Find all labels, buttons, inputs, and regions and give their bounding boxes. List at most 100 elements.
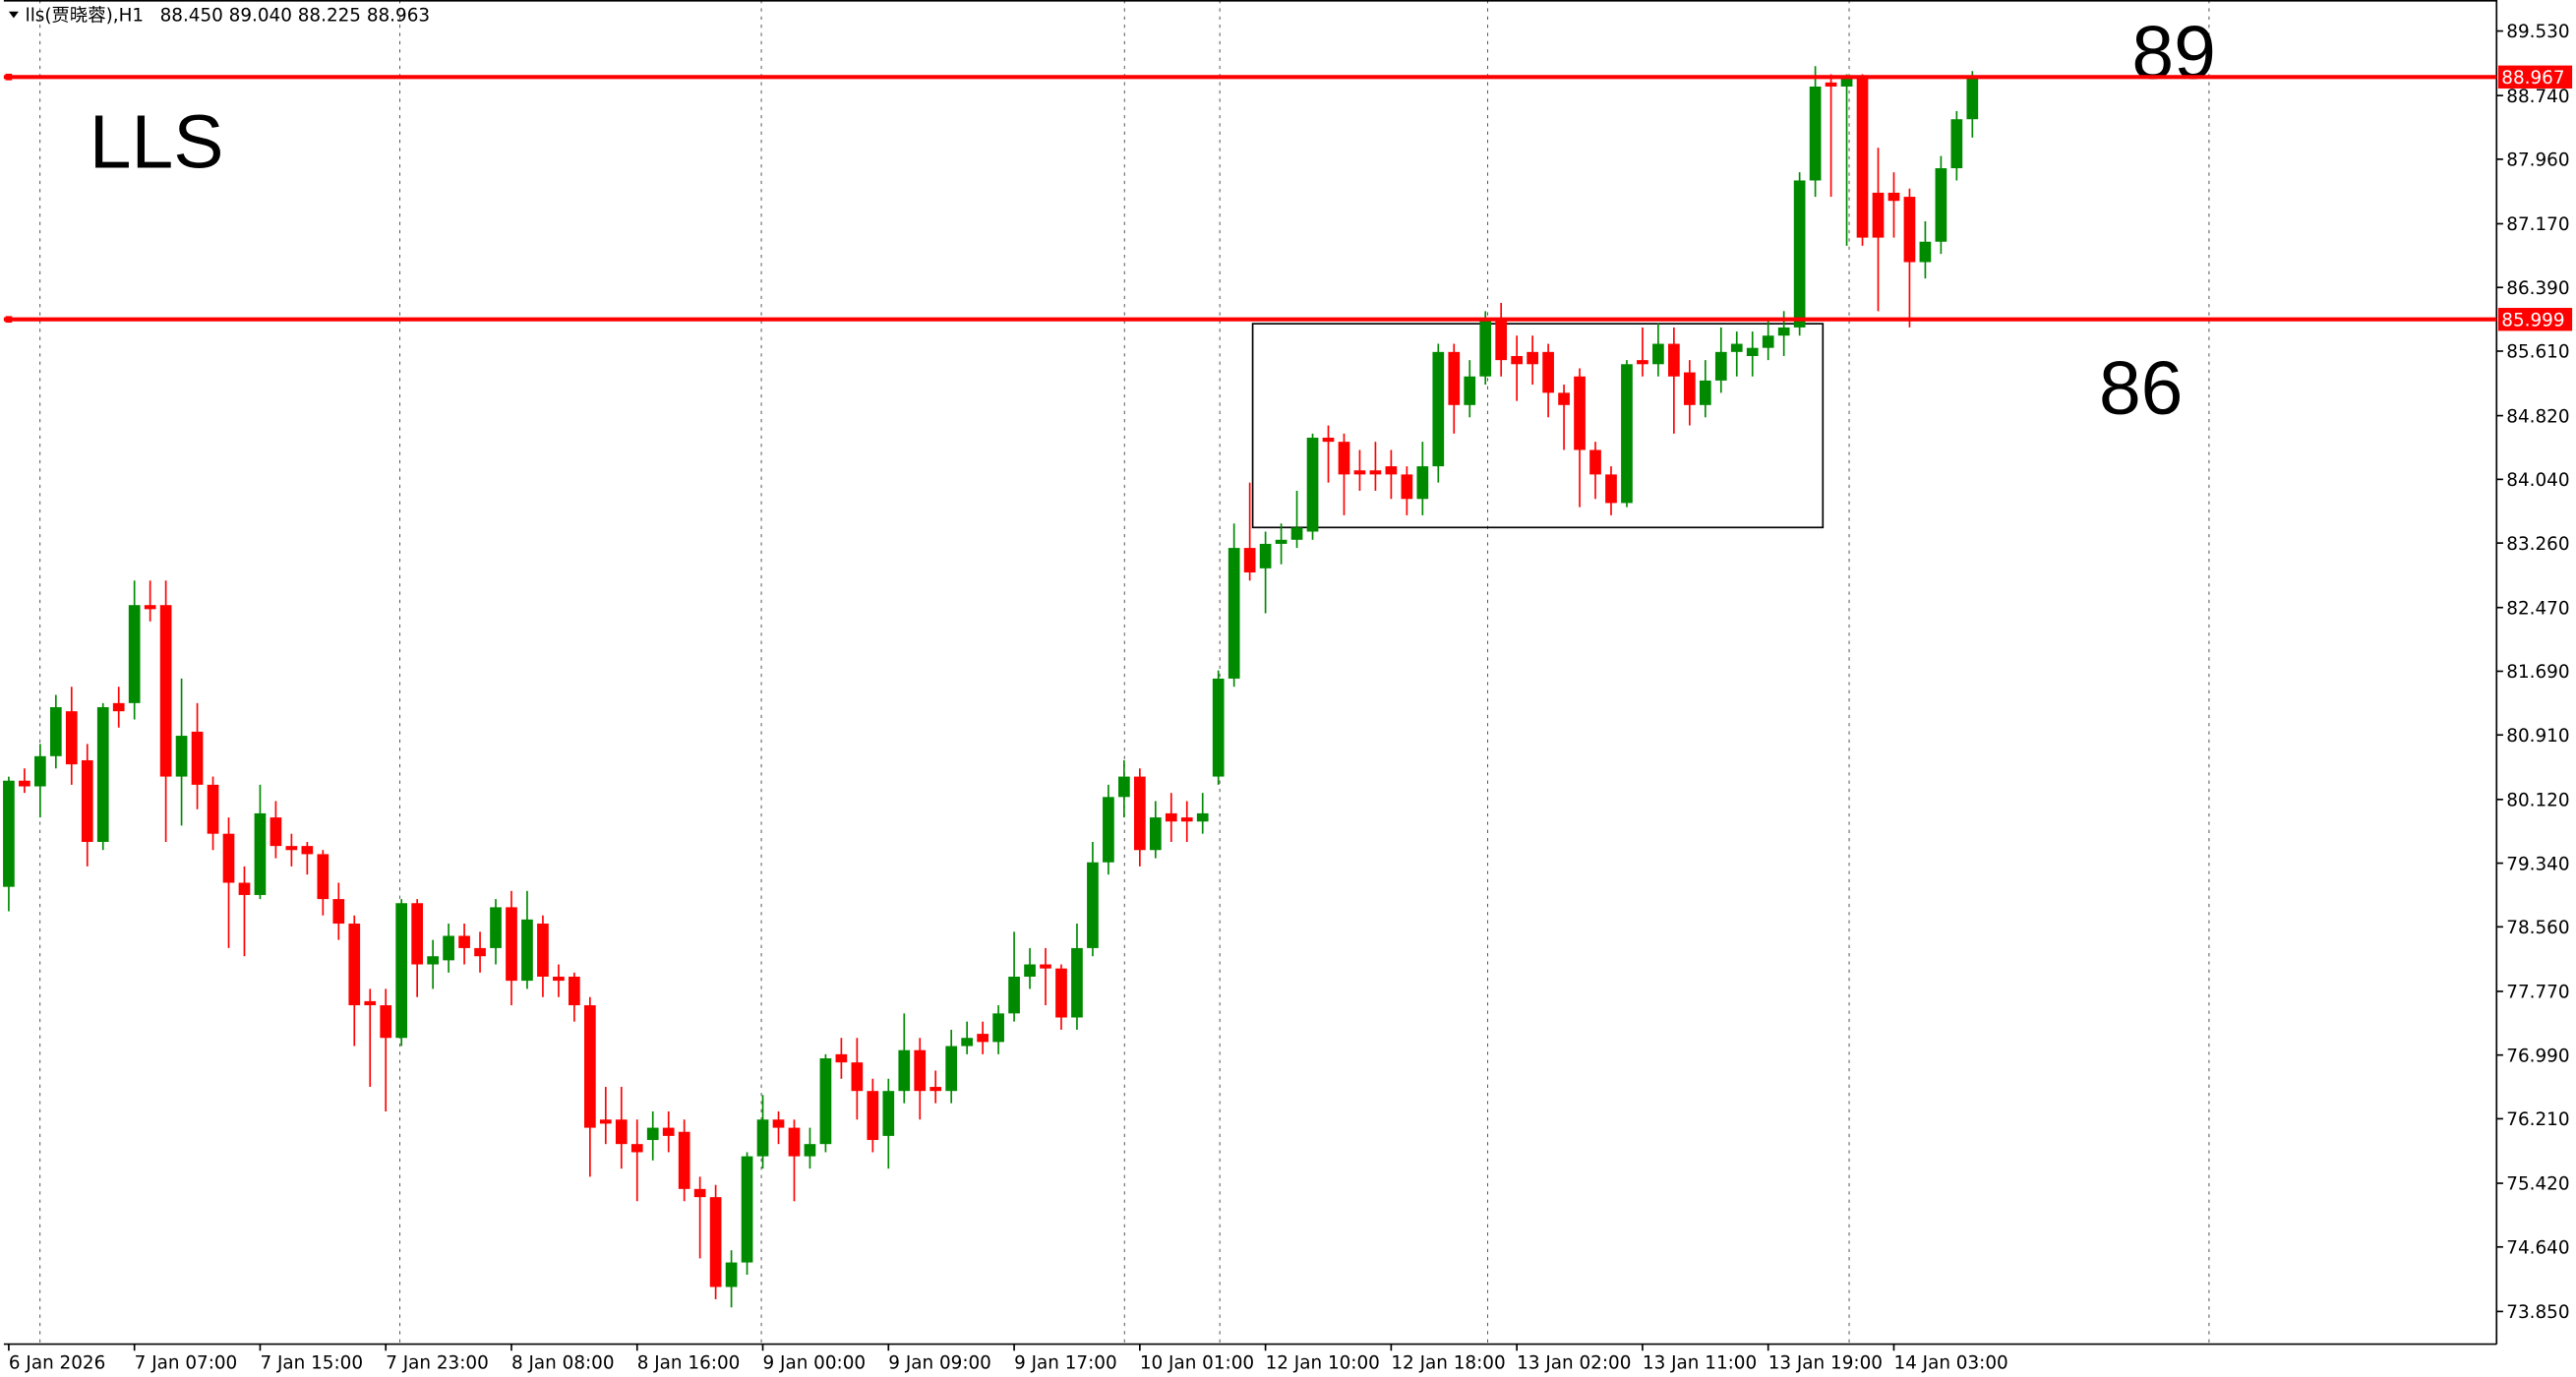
candle-body: [1777, 327, 1790, 336]
candle-body: [1527, 351, 1538, 365]
y-tick-label: 78.560: [2506, 918, 2569, 938]
candle-body: [474, 947, 486, 957]
candle-body: [1479, 319, 1492, 377]
x-tick-label: 9 Jan 17:00: [1014, 1353, 1117, 1374]
x-tick-label: 12 Jan 18:00: [1391, 1353, 1505, 1374]
candle-body: [678, 1131, 690, 1189]
candle-body: [1935, 168, 1947, 242]
candle-body: [835, 1053, 848, 1063]
level-label: 88.967: [2501, 68, 2564, 89]
x-tick-label: 14 Jan 03:00: [1893, 1353, 2007, 1374]
candle-body: [1024, 964, 1036, 977]
candle-body: [3, 780, 15, 887]
y-tick-label: 76.210: [2506, 1109, 2569, 1130]
candle-body: [709, 1197, 722, 1287]
candle-body: [458, 935, 470, 948]
annotation: LLS: [90, 99, 224, 184]
candle-body: [630, 1144, 643, 1153]
candle-body: [144, 605, 156, 610]
candle-body: [1950, 119, 1963, 169]
candle-body: [1699, 380, 1711, 405]
candle-body: [1196, 812, 1209, 822]
candle-body: [1055, 968, 1067, 1018]
level-label: 85.999: [2501, 310, 2564, 330]
candle-body: [1180, 817, 1193, 822]
candle-body: [537, 924, 549, 977]
candle-body: [1966, 77, 1979, 120]
y-tick-label: 87.960: [2506, 150, 2569, 171]
candle-body: [254, 812, 267, 895]
candle-body: [19, 780, 30, 787]
candle-body: [756, 1119, 769, 1157]
x-tick-label: 10 Jan 01:00: [1140, 1353, 1254, 1374]
candle-body: [725, 1262, 738, 1287]
candle-body: [490, 907, 502, 948]
y-tick-label: 80.910: [2506, 726, 2569, 747]
candle-body: [348, 924, 361, 1006]
y-tick-label: 75.420: [2506, 1174, 2569, 1195]
candle-body: [1683, 372, 1696, 405]
ohlc-label: 88.450 89.040 88.225 88.963: [160, 6, 430, 27]
y-tick-label: 76.990: [2506, 1046, 2569, 1066]
candle-body: [788, 1127, 801, 1157]
candle-body: [772, 1119, 785, 1128]
candle-body: [1322, 438, 1335, 443]
candle-body: [1762, 335, 1774, 348]
candle-body: [301, 846, 314, 855]
symbol-label: lls(贾晓蓉),H1: [26, 6, 145, 27]
candle-body: [1306, 438, 1319, 532]
candles: [3, 66, 1979, 1308]
x-tick-label: 9 Jan 00:00: [763, 1353, 867, 1374]
candle-body: [914, 1049, 927, 1092]
candle-body: [521, 919, 533, 982]
annotation: 89: [2131, 11, 2215, 95]
candle-body: [1605, 474, 1617, 504]
level-label-box: [2497, 308, 2573, 331]
candle-body: [1290, 527, 1303, 540]
candle-body: [427, 956, 439, 965]
x-tick-label: 8 Jan 16:00: [637, 1353, 741, 1374]
y-tick-label: 79.340: [2506, 854, 2569, 874]
candle-body: [443, 935, 454, 961]
x-tick-label: 9 Jan 09:00: [888, 1353, 991, 1374]
candle-body: [898, 1049, 911, 1092]
candle-body: [1856, 78, 1869, 238]
candle-body: [1652, 343, 1664, 365]
y-tick-label: 80.120: [2506, 790, 2569, 810]
y-tick-label: 89.530: [2506, 22, 2569, 42]
candle-body: [693, 1188, 706, 1198]
candle-body: [819, 1058, 832, 1145]
candle-body: [506, 907, 517, 982]
candle-body: [1448, 351, 1461, 405]
candle-body: [364, 1000, 377, 1006]
header-arrow: [8, 11, 19, 19]
candle-body: [270, 817, 282, 847]
candle-body: [1353, 470, 1366, 475]
candle-body: [1589, 449, 1601, 475]
candle-body: [741, 1156, 753, 1263]
candle-body: [112, 702, 125, 712]
candle-body: [1401, 474, 1413, 500]
candle-body: [1495, 319, 1508, 361]
candle-body: [49, 706, 62, 756]
candle-body: [599, 1119, 612, 1124]
candle-body: [662, 1127, 675, 1136]
candle-body: [1793, 180, 1806, 328]
candle-body: [207, 784, 219, 834]
range-box: [1251, 323, 1825, 529]
candle-body: [1040, 964, 1051, 969]
candle-body: [1574, 376, 1586, 450]
candle-body: [945, 1046, 958, 1092]
candle-body: [191, 731, 204, 785]
y-tick-label: 87.170: [2506, 214, 2569, 235]
level-anchor: [5, 316, 13, 324]
candle-body: [1259, 543, 1272, 569]
y-tick-label: 82.470: [2506, 598, 2569, 619]
y-tick-label: 84.040: [2506, 470, 2569, 491]
candle-body: [1903, 197, 1916, 263]
candle-body: [332, 899, 345, 925]
y-tick-label: 83.260: [2506, 534, 2569, 555]
candle-body: [1087, 862, 1099, 948]
